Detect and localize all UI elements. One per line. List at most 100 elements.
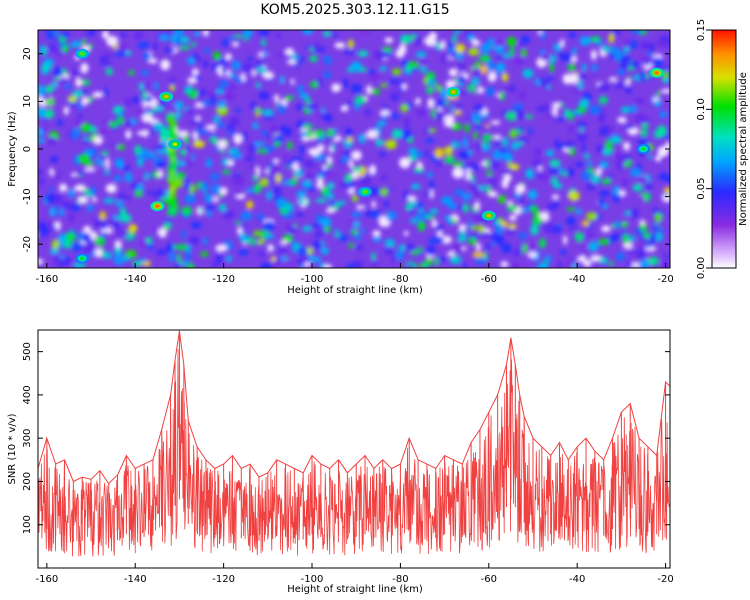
heat-cell (124, 51, 133, 56)
heat-cell (567, 63, 576, 72)
heat-cell (46, 193, 56, 204)
heat-cell (598, 96, 608, 105)
heat-cell (187, 262, 195, 268)
heat-cell (566, 258, 578, 264)
heat-cell (212, 51, 221, 61)
heat-cell (90, 239, 96, 249)
heat-cell (620, 221, 628, 228)
heat-cell (443, 121, 454, 128)
heat-cell (640, 54, 653, 65)
heat-cell (569, 147, 576, 156)
heat-cell (179, 36, 190, 44)
heat-cell (317, 135, 325, 140)
heat-cell (269, 177, 275, 182)
heat-cell (142, 90, 148, 101)
heat-cell (654, 99, 662, 107)
heat-cell (236, 227, 243, 235)
heat-cell (472, 186, 481, 197)
heat-cell (559, 249, 567, 256)
heat-cell (398, 244, 406, 252)
heat-cell (564, 140, 576, 150)
heat-cell (354, 260, 363, 268)
heat-cell (560, 171, 568, 177)
heat-cell (359, 176, 372, 187)
heat-cell (163, 219, 173, 224)
heat-cell (277, 103, 286, 114)
heat-cell (257, 239, 265, 245)
heat-cell (53, 253, 61, 264)
heat-cell (458, 224, 466, 232)
heat-cell (204, 193, 214, 203)
heat-cell (103, 58, 110, 66)
heat-cell (624, 38, 630, 49)
heat-cell (274, 94, 280, 103)
heat-cell (424, 258, 433, 267)
snr-x-label: Height of straight line (km) (287, 584, 423, 595)
heat-cell (77, 196, 89, 204)
heat-cell (376, 121, 387, 127)
heat-cell (267, 244, 274, 253)
spectrogram-y-axis: -20 -10 0 10 20 (22, 47, 670, 252)
heat-cell (78, 100, 84, 111)
heat-cell (595, 40, 603, 46)
heat-cell (543, 224, 554, 234)
heat-cell (74, 184, 87, 192)
x-tick-label: -100 (301, 274, 324, 285)
heat-cell (119, 32, 128, 38)
heat-cell (625, 78, 631, 86)
heat-cell (195, 73, 201, 83)
heat-cell (310, 256, 322, 263)
heat-cell (309, 55, 318, 63)
heat-cell (398, 44, 407, 54)
heat-cell (166, 243, 174, 254)
heat-cell (212, 116, 221, 123)
heat-cell (235, 76, 243, 84)
heat-cell (134, 145, 142, 156)
heat-cell (304, 262, 311, 268)
y-tick-label: 0 (22, 146, 33, 152)
heat-cell (286, 59, 297, 65)
heat-cell (477, 86, 484, 94)
heat-cell (334, 228, 339, 234)
heat-cell (389, 92, 400, 102)
heat-cell (315, 231, 321, 238)
heat-cell (216, 88, 224, 95)
heat-cell (156, 144, 167, 151)
heat-cell (202, 30, 209, 37)
heat-cell (226, 255, 233, 262)
heat-cell (205, 124, 216, 130)
heat-cell (446, 41, 453, 48)
heat-cell (305, 98, 311, 104)
heat-cell (95, 156, 100, 164)
heat-cell (467, 145, 473, 152)
heat-cell (119, 207, 127, 216)
heat-cell (625, 249, 636, 255)
heat-cell (426, 172, 434, 178)
heat-cell (366, 129, 378, 139)
colorbar-tick-label: 0.10 (696, 98, 707, 120)
heat-cell (225, 53, 232, 61)
heat-cell (178, 100, 183, 110)
heat-cell (499, 91, 505, 101)
heat-cell (609, 261, 614, 267)
heat-cell (638, 195, 645, 203)
heat-cell (530, 224, 539, 236)
heat-cell (71, 243, 82, 252)
heat-cell (304, 160, 316, 168)
heat-cell (112, 214, 122, 220)
heat-cell (581, 63, 587, 72)
heat-cell (581, 170, 590, 181)
heat-cell (163, 222, 172, 231)
heat-cell (351, 195, 359, 202)
heat-cell (39, 221, 47, 232)
heat-cell (80, 122, 92, 133)
heat-cell (425, 138, 435, 144)
heat-cell (415, 214, 423, 221)
heat-cell (435, 160, 443, 168)
heat-cell (351, 87, 361, 93)
heat-cell (434, 256, 439, 267)
heat-cell (579, 36, 591, 46)
heat-cell (117, 111, 124, 117)
heat-cell (74, 154, 80, 166)
heat-cell (468, 237, 477, 245)
